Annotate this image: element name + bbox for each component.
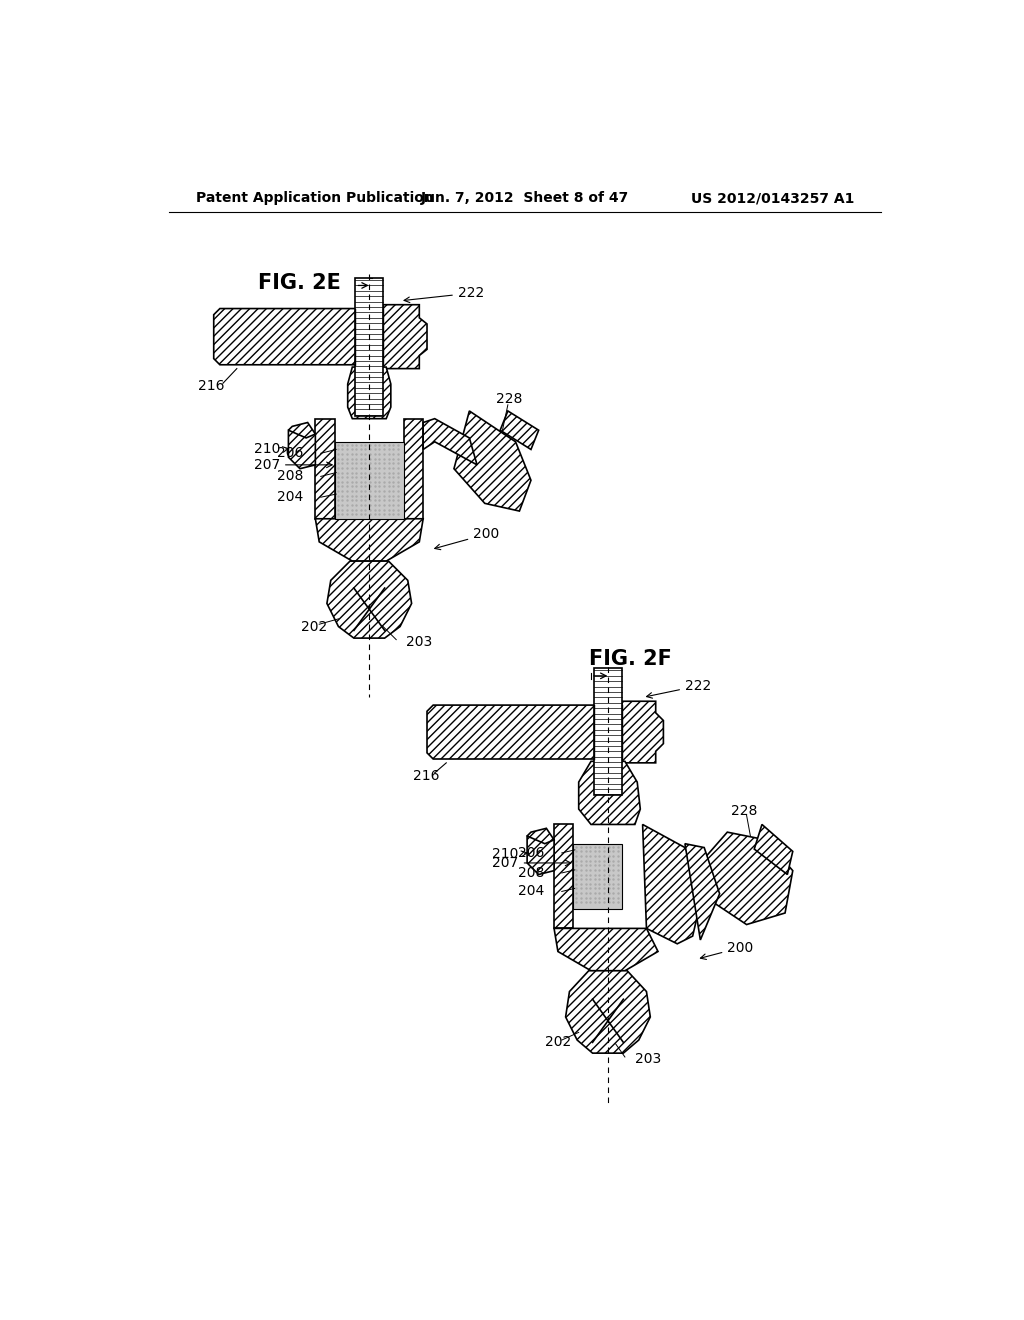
- Bar: [335, 442, 403, 519]
- Text: 204: 204: [518, 884, 544, 899]
- Text: 208: 208: [518, 866, 544, 880]
- Text: Patent Application Publication: Patent Application Publication: [196, 191, 434, 206]
- Polygon shape: [403, 418, 423, 519]
- Text: 207: 207: [493, 855, 570, 870]
- Text: 207: 207: [254, 458, 332, 471]
- Polygon shape: [315, 418, 335, 519]
- Text: 200: 200: [435, 527, 500, 549]
- Text: Jun. 7, 2012  Sheet 8 of 47: Jun. 7, 2012 Sheet 8 of 47: [421, 191, 629, 206]
- Text: 210: 210: [254, 442, 281, 457]
- Polygon shape: [289, 426, 315, 469]
- Polygon shape: [700, 832, 793, 924]
- Polygon shape: [755, 825, 793, 874]
- Text: FIG. 2F: FIG. 2F: [589, 649, 672, 669]
- Polygon shape: [289, 422, 315, 438]
- Bar: [355, 277, 383, 416]
- Text: 200: 200: [700, 941, 754, 960]
- Polygon shape: [565, 970, 650, 1053]
- Text: 206: 206: [518, 846, 544, 859]
- Text: 216: 216: [413, 770, 439, 783]
- Text: 206: 206: [276, 446, 303, 461]
- Text: 202: 202: [301, 619, 328, 634]
- Polygon shape: [579, 762, 640, 825]
- Bar: [355, 308, 383, 367]
- Polygon shape: [527, 832, 554, 874]
- Bar: [594, 668, 622, 795]
- Text: 203: 203: [635, 1052, 662, 1067]
- Bar: [573, 843, 622, 909]
- Polygon shape: [527, 829, 554, 843]
- Text: FIG. 2E: FIG. 2E: [258, 273, 341, 293]
- Text: US 2012/0143257 A1: US 2012/0143257 A1: [691, 191, 854, 206]
- Polygon shape: [454, 411, 531, 511]
- Bar: [594, 704, 622, 760]
- Text: 222: 222: [646, 678, 712, 698]
- Polygon shape: [383, 305, 427, 368]
- Polygon shape: [500, 411, 539, 449]
- Polygon shape: [622, 701, 664, 763]
- Text: 203: 203: [407, 635, 432, 649]
- Text: 222: 222: [404, 286, 484, 302]
- Polygon shape: [348, 367, 391, 418]
- Text: 204: 204: [276, 490, 303, 504]
- Text: 210: 210: [493, 846, 519, 861]
- Text: 228: 228: [497, 392, 522, 407]
- Polygon shape: [554, 928, 658, 970]
- Text: 216: 216: [199, 379, 225, 393]
- Text: 208: 208: [276, 470, 303, 483]
- Polygon shape: [554, 825, 573, 928]
- Text: 228: 228: [731, 804, 758, 817]
- Polygon shape: [315, 519, 423, 561]
- Polygon shape: [643, 825, 705, 944]
- Polygon shape: [327, 561, 412, 638]
- Text: 202: 202: [545, 1035, 571, 1049]
- Polygon shape: [214, 309, 357, 364]
- Polygon shape: [427, 705, 596, 759]
- Polygon shape: [423, 418, 477, 465]
- Polygon shape: [685, 843, 720, 940]
